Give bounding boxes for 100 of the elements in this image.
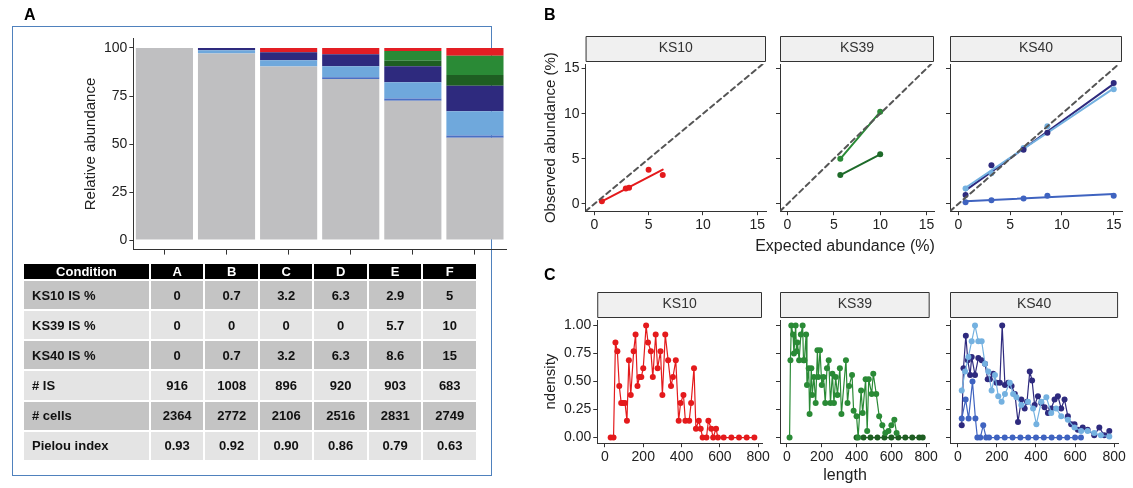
x-tick-label: 0 — [953, 448, 962, 465]
chart-title: KS40 — [1018, 39, 1054, 56]
text: C — [544, 266, 556, 284]
text: 0.79 — [382, 438, 408, 454]
text: 2516 — [326, 408, 356, 424]
y-tick-label: 5 — [571, 149, 580, 166]
x-tick-label: 0 — [601, 448, 610, 465]
text: 2.9 — [386, 287, 405, 303]
text: 2364 — [162, 408, 192, 424]
x-tick-label: 0 — [954, 216, 963, 233]
text: 0 — [337, 317, 345, 333]
text: 0.63 — [437, 438, 463, 454]
text: B — [544, 6, 556, 24]
category-label: # cells — [32, 408, 72, 424]
y-tick-label: 75 — [111, 86, 128, 103]
x-tick-label: 200 — [631, 448, 656, 465]
y-tick-label: 15 — [563, 59, 580, 76]
x-tick-label: 0 — [783, 448, 792, 465]
y-tick-label: 0.75 — [564, 344, 592, 361]
x-tick-label: 800 — [914, 448, 939, 465]
text: 0 — [228, 317, 236, 333]
text: 3.2 — [277, 347, 296, 363]
y-tick-label: 0 — [571, 194, 580, 211]
text: 8.6 — [386, 347, 405, 363]
x-tick-label: 15 — [1105, 216, 1122, 233]
text: 920 — [329, 378, 352, 394]
y-axis-title: Relative abundance — [81, 77, 99, 211]
y-tick-label: 10 — [563, 104, 580, 121]
text: 916 — [166, 378, 188, 394]
y-tick-label: 0.25 — [564, 400, 592, 417]
text: 6.3 — [331, 347, 350, 363]
category-label: B — [204, 263, 259, 280]
x-tick-label: 10 — [1054, 216, 1070, 233]
category-label: KS10 IS % — [32, 287, 96, 303]
x-tick-label: 800 — [1102, 448, 1127, 465]
x-axis-title: length — [822, 466, 868, 484]
chart-title: KS39 — [839, 39, 875, 56]
text: 2106 — [271, 408, 301, 424]
text: 0 — [173, 347, 181, 363]
text: 15 — [442, 347, 457, 363]
text: 0.7 — [222, 287, 241, 303]
x-tick-label: 5 — [1006, 216, 1015, 233]
y-tick-label: 0.00 — [564, 428, 592, 445]
x-tick-label: 200 — [985, 448, 1009, 465]
y-tick-label: 0 — [119, 230, 128, 247]
category-label: D — [313, 263, 368, 280]
x-axis-title: Expected abundance (%) — [754, 237, 936, 255]
chart-title: KS39 — [837, 295, 873, 312]
text: 2772 — [217, 408, 247, 424]
text: 0.86 — [328, 438, 354, 454]
text: 0.93 — [164, 438, 190, 454]
text: 6.3 — [331, 287, 350, 303]
category-label: # IS — [32, 378, 56, 394]
category-label: KS40 IS % — [32, 347, 96, 363]
x-tick-label: 400 — [669, 448, 694, 465]
category-label: KS39 IS % — [32, 317, 96, 333]
x-tick-label: 400 — [1024, 448, 1048, 465]
x-tick-label: 600 — [879, 448, 904, 465]
text: Condition — [23, 263, 150, 280]
text: 0 — [282, 317, 290, 333]
category-label: Pielou index — [32, 438, 109, 454]
chart-title: KS10 — [658, 39, 694, 56]
x-tick-label: 400 — [844, 448, 869, 465]
x-tick-label: 15 — [749, 216, 766, 233]
y-tick-label: 100 — [104, 38, 128, 55]
text: 5 — [446, 287, 454, 303]
x-tick-label: 200 — [810, 448, 834, 465]
y-tick-label: 1.00 — [564, 316, 592, 333]
text: 683 — [438, 378, 461, 394]
text: 0.90 — [273, 438, 299, 454]
text: 1008 — [217, 378, 247, 394]
text: 2831 — [380, 408, 410, 424]
text: 0.7 — [222, 347, 241, 363]
x-tick-label: 800 — [746, 448, 771, 465]
category-label: C — [258, 263, 314, 280]
text: 0.92 — [218, 438, 245, 454]
x-tick-label: 5 — [644, 216, 653, 233]
chart-title: KS40 — [1016, 295, 1052, 312]
text: 0 — [173, 287, 181, 303]
text: 903 — [384, 378, 407, 394]
y-axis-title: Observed abundance (%) — [541, 52, 559, 224]
text: A — [24, 6, 36, 24]
y-axis-title: ndensity — [541, 353, 559, 410]
text: 0 — [173, 317, 181, 333]
y-tick-label: 0.50 — [564, 372, 592, 389]
text: 5.7 — [386, 317, 405, 333]
x-tick-label: 600 — [1063, 448, 1087, 465]
category-label: E — [367, 263, 423, 280]
x-tick-label: 10 — [872, 216, 889, 233]
category-label: F — [422, 263, 477, 280]
text: 3.2 — [277, 287, 296, 303]
x-tick-label: 600 — [708, 448, 732, 465]
chart-title: KS10 — [662, 295, 697, 312]
x-tick-label: 10 — [695, 216, 711, 233]
text: 2749 — [435, 408, 465, 424]
x-tick-label: 15 — [918, 216, 935, 233]
text: 10 — [442, 317, 457, 333]
y-tick-label: 50 — [111, 134, 128, 151]
x-tick-label: 0 — [783, 216, 792, 233]
text: 896 — [275, 378, 298, 394]
